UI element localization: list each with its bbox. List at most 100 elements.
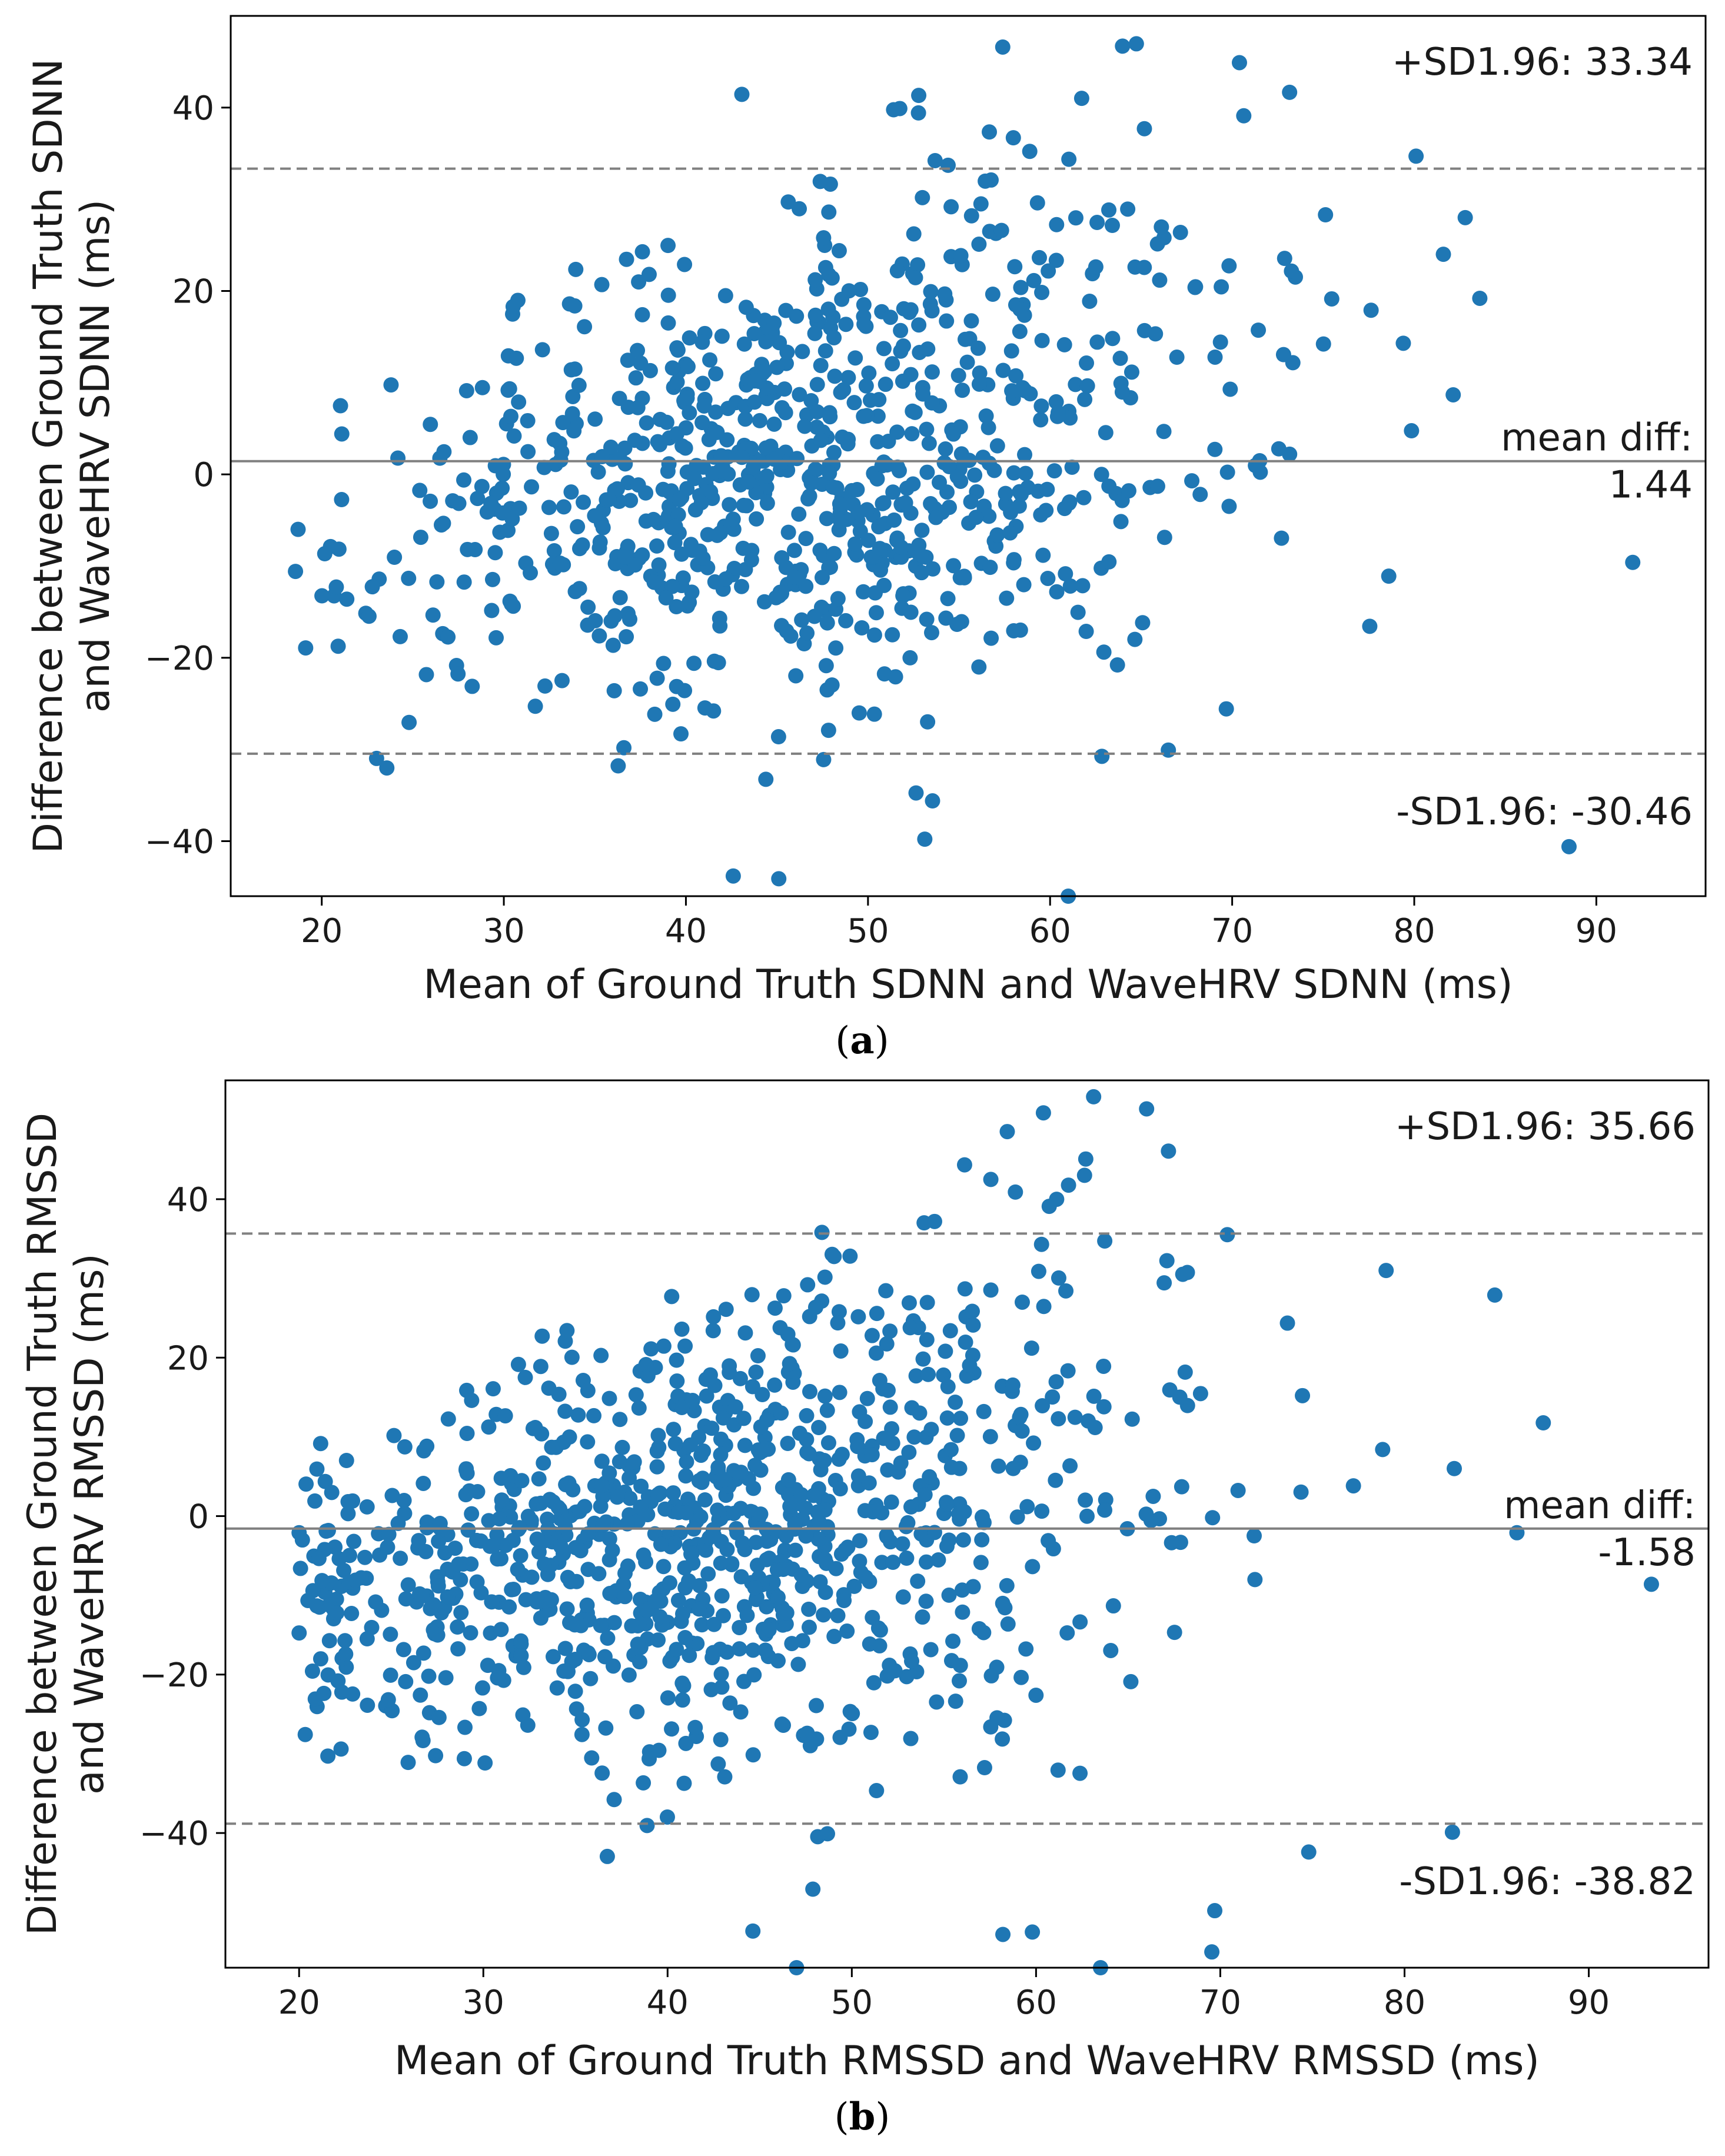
- data-point: [678, 1468, 694, 1484]
- data-point: [912, 1405, 928, 1421]
- data-point: [713, 1666, 729, 1682]
- data-point: [886, 102, 902, 118]
- data-point: [798, 1528, 814, 1544]
- data-point: [1435, 247, 1451, 262]
- data-point: [694, 1617, 710, 1633]
- data-point: [725, 511, 741, 527]
- data-point: [560, 1569, 576, 1585]
- data-point: [432, 1516, 448, 1532]
- data-point: [864, 1327, 880, 1343]
- data-point: [529, 1531, 545, 1547]
- data-point: [1008, 1184, 1023, 1200]
- data-point: [324, 1485, 340, 1500]
- data-point: [982, 124, 998, 140]
- data-point: [682, 330, 697, 346]
- data-point: [1035, 547, 1051, 563]
- panel-b-scatter-points: [291, 1089, 1659, 1975]
- data-point: [559, 1601, 575, 1617]
- data-point: [1109, 657, 1125, 673]
- data-point: [817, 1269, 833, 1285]
- data-point: [732, 1619, 747, 1635]
- data-point: [758, 771, 774, 787]
- data-point: [1279, 1315, 1295, 1331]
- data-point: [290, 521, 306, 537]
- data-point: [817, 1551, 833, 1567]
- data-point: [601, 491, 617, 507]
- data-point: [546, 543, 562, 558]
- data-point: [820, 301, 836, 317]
- data-point: [932, 474, 948, 490]
- data-point: [1025, 1559, 1041, 1575]
- data-point: [500, 523, 516, 538]
- data-point: [695, 550, 711, 566]
- data-point: [747, 1580, 763, 1596]
- x-tick-label: 60: [1029, 912, 1071, 950]
- data-point: [834, 1446, 850, 1462]
- data-point: [1148, 326, 1164, 342]
- data-point: [462, 430, 478, 445]
- data-point: [802, 1383, 817, 1399]
- data-point: [513, 1633, 529, 1649]
- data-point: [357, 1549, 373, 1565]
- data-point: [949, 1428, 965, 1443]
- data-point: [838, 317, 854, 332]
- data-point: [841, 1721, 857, 1737]
- data-point: [447, 1541, 463, 1556]
- y-tick-label: −40: [145, 823, 214, 861]
- data-point: [738, 300, 754, 315]
- data-point: [1295, 1388, 1311, 1403]
- data-point: [520, 444, 536, 460]
- data-point: [431, 1533, 447, 1549]
- data-point: [713, 1732, 729, 1748]
- data-point: [493, 1551, 508, 1566]
- data-point: [841, 283, 857, 299]
- data-point: [766, 315, 782, 331]
- data-point: [945, 426, 961, 442]
- data-point: [1022, 144, 1038, 159]
- data-point: [567, 1651, 583, 1667]
- data-point: [1284, 263, 1299, 279]
- data-point: [627, 432, 643, 448]
- data-point: [869, 471, 885, 487]
- data-point: [941, 500, 957, 515]
- data-point: [679, 1505, 694, 1520]
- data-point: [917, 1487, 933, 1503]
- data-point: [413, 530, 428, 545]
- data-point: [1096, 1502, 1112, 1518]
- data-point: [846, 1578, 862, 1594]
- data-point: [780, 1472, 796, 1488]
- data-point: [606, 1792, 622, 1808]
- data-point: [614, 1439, 630, 1455]
- data-point: [753, 1462, 769, 1478]
- data-point: [1048, 1374, 1064, 1390]
- data-point: [1002, 525, 1018, 541]
- data-point: [556, 1435, 571, 1450]
- data-point: [863, 1725, 879, 1741]
- data-point: [672, 492, 687, 508]
- data-point: [660, 315, 676, 331]
- data-point: [832, 1385, 847, 1400]
- data-point: [345, 1686, 361, 1702]
- data-point: [915, 189, 930, 205]
- data-point: [759, 1412, 775, 1428]
- data-point: [918, 1593, 934, 1609]
- data-point: [505, 299, 521, 315]
- data-point: [1062, 578, 1078, 594]
- data-point: [337, 1633, 353, 1649]
- data-point: [563, 362, 579, 378]
- data-point: [484, 1594, 500, 1610]
- data-point: [840, 370, 856, 385]
- data-point: [633, 1499, 649, 1515]
- data-point: [714, 1588, 730, 1604]
- data-point: [650, 1632, 666, 1648]
- data-point: [334, 492, 350, 508]
- data-point: [298, 1476, 314, 1492]
- data-point: [1169, 350, 1185, 365]
- data-point: [558, 1527, 574, 1543]
- data-point: [787, 1542, 803, 1558]
- data-point: [580, 1434, 596, 1450]
- data-point: [709, 424, 725, 440]
- data-point: [767, 1377, 783, 1393]
- data-point: [1094, 467, 1109, 483]
- data-point: [918, 1554, 934, 1570]
